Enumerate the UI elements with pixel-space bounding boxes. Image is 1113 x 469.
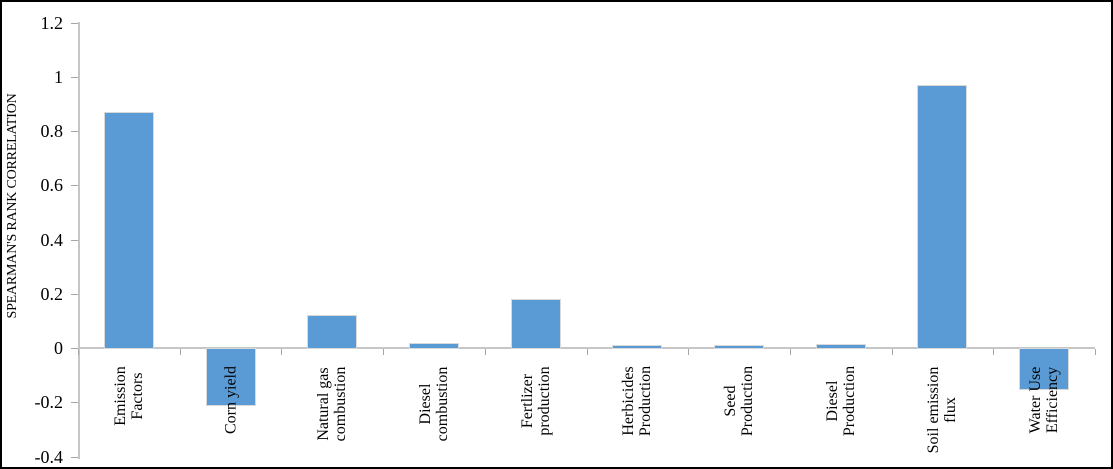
bar — [409, 343, 459, 349]
bar — [612, 345, 662, 349]
bar — [511, 299, 561, 349]
y-axis-tick-label: -0.4 — [34, 446, 64, 467]
y-axis-tick-mark — [71, 294, 78, 295]
y-axis-tick-label: 0.6 — [40, 175, 64, 196]
y-axis-tick-mark — [71, 348, 78, 349]
x-axis-category-label-text: Diesel Production — [823, 365, 858, 437]
y-axis-tick-label: 0.4 — [40, 229, 64, 250]
y-axis-tick-mark — [71, 185, 78, 186]
x-axis-category-label-text: Corn yield — [222, 366, 240, 434]
y-axis-tick-label: 0.2 — [40, 283, 64, 304]
x-axis-category-label-text: Fertlizer production — [518, 365, 553, 436]
x-axis-category-label-text: Emission Factors — [111, 366, 146, 426]
x-axis-category-label-text: Seed Production — [722, 365, 757, 437]
x-axis-tick-mark — [790, 349, 791, 355]
x-axis-tick-mark — [78, 349, 79, 355]
y-axis-tick-label: 0.8 — [40, 121, 64, 141]
x-axis-category-label-text: Water Use Efficiency — [1027, 366, 1062, 433]
x-axis-tick-mark — [688, 349, 689, 355]
bar — [917, 85, 967, 349]
bar — [816, 344, 866, 349]
y-axis-tick-mark — [71, 457, 78, 458]
x-axis-line — [78, 347, 1095, 349]
y-axis-tick-mark — [71, 131, 78, 132]
y-axis-title-text: SPEARMAN'S RANK CORRELATION — [5, 93, 20, 319]
y-axis-tick-mark — [71, 240, 78, 241]
y-axis-line — [78, 22, 80, 459]
x-axis-tick-mark — [993, 349, 994, 355]
x-axis-tick-mark — [281, 349, 282, 355]
x-axis-category-label-text: Diesel combustion — [416, 366, 451, 441]
y-axis-tick-mark — [71, 23, 78, 24]
y-axis-tick-mark — [71, 402, 78, 403]
bar — [104, 112, 154, 349]
x-axis-tick-mark — [892, 349, 893, 355]
y-axis-tick-label: -0.2 — [34, 392, 64, 413]
bar — [1019, 348, 1069, 390]
y-axis-tick-label: 0 — [54, 338, 63, 358]
x-axis-tick-mark — [1095, 349, 1096, 355]
x-axis-category-label-text: Natural gas combustion — [315, 366, 350, 441]
y-axis-tick-label: 1.2 — [40, 12, 64, 33]
x-axis-tick-mark — [587, 349, 588, 355]
y-axis-tick-mark — [71, 77, 78, 78]
x-axis-category-label-text: Herbicides Production — [620, 365, 655, 437]
bar — [206, 348, 256, 406]
y-axis-tick-label: 1 — [54, 66, 63, 87]
x-axis-tick-mark — [180, 349, 181, 355]
bar — [307, 315, 357, 349]
bar — [714, 345, 764, 349]
x-axis-category-label-text: Soil emission flux — [925, 366, 960, 453]
x-axis-tick-mark — [383, 349, 384, 355]
x-axis-tick-mark — [485, 349, 486, 355]
